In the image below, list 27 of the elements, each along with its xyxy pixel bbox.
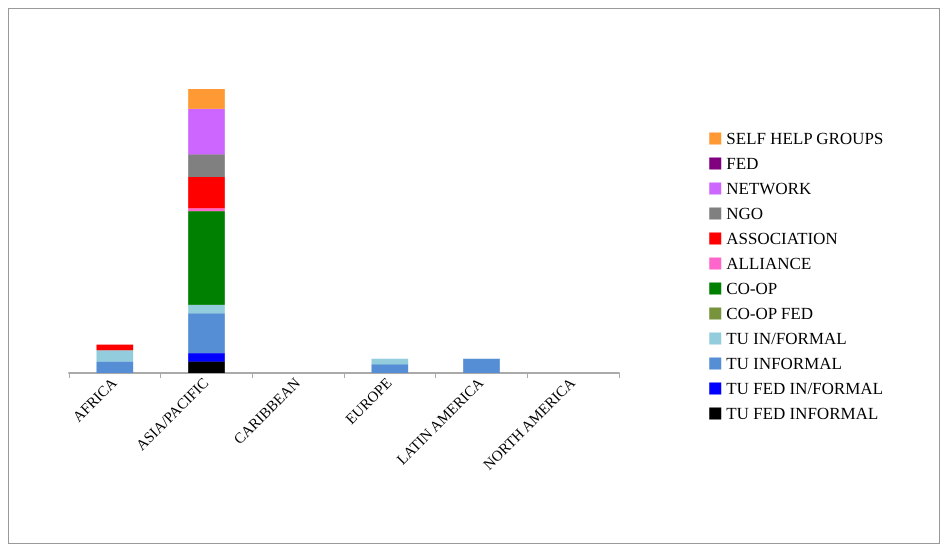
legend-label: TU IN/FORMAL bbox=[726, 329, 847, 348]
legend-label: FED bbox=[726, 154, 758, 173]
legend-label: TU INFORMAL bbox=[726, 354, 842, 373]
legend-label: SELF HELP GROUPS bbox=[726, 129, 884, 148]
bar bbox=[188, 353, 225, 362]
legend-label: TU FED INFORMAL bbox=[726, 404, 878, 423]
bar bbox=[188, 154, 225, 178]
bar bbox=[188, 177, 225, 208]
bar bbox=[188, 362, 225, 373]
bar bbox=[96, 362, 134, 373]
legend-label: CO-OP bbox=[726, 279, 778, 298]
legend-label: ASSOCIATION bbox=[726, 229, 838, 248]
bar bbox=[188, 108, 225, 154]
legend-label: CO-OP FED bbox=[726, 304, 813, 323]
bar bbox=[372, 358, 408, 364]
legend-label: ALLIANCE bbox=[726, 254, 812, 273]
bar bbox=[188, 211, 225, 305]
legend-label: TU FED IN/FORMAL bbox=[726, 379, 884, 398]
bar bbox=[463, 358, 500, 373]
bar bbox=[96, 350, 134, 362]
legend-label: NETWORK bbox=[726, 179, 812, 198]
bar bbox=[188, 89, 225, 109]
bar bbox=[372, 364, 408, 373]
legend-label: NGO bbox=[726, 204, 764, 223]
bar bbox=[188, 313, 225, 354]
bar bbox=[188, 304, 225, 314]
bar bbox=[96, 344, 134, 350]
